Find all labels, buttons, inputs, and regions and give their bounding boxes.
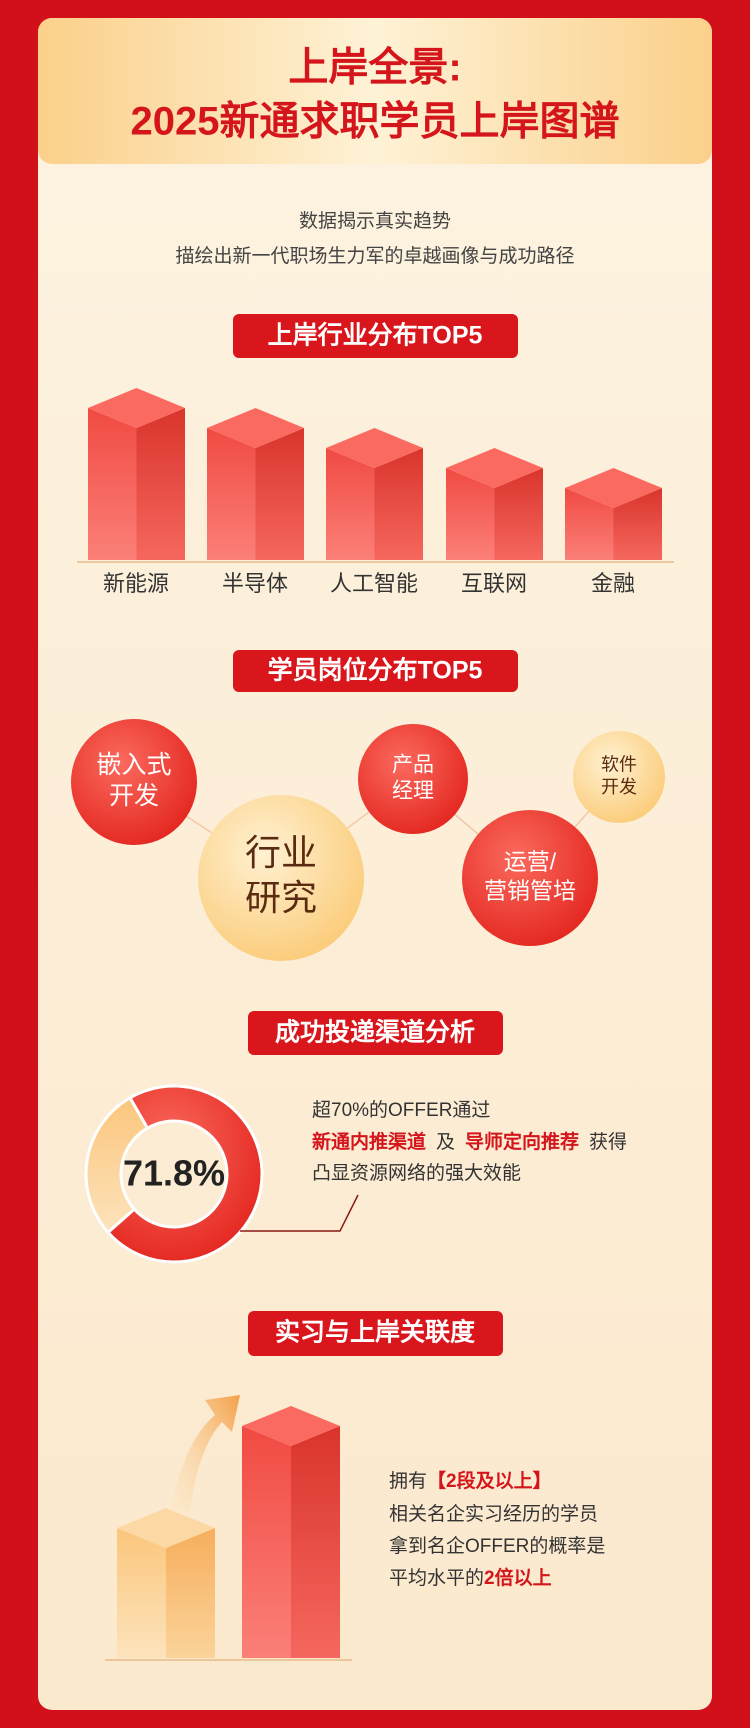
section-pill <box>233 650 518 692</box>
highlight: 新通内推渠道 <box>312 1130 426 1153</box>
section-title: 上岸行业分布TOP5 <box>268 321 483 350</box>
bar-side <box>166 1528 215 1658</box>
bar-face <box>326 448 375 560</box>
position-label: 软件 <box>601 755 637 775</box>
highlight: 【2段及以上】 <box>427 1469 552 1492</box>
bar-side <box>374 448 423 560</box>
position-bubble <box>71 719 197 845</box>
bar-side <box>136 408 185 560</box>
section-title: 实习与上岸关联度 <box>275 1318 475 1347</box>
category-label: 金融 <box>591 571 635 596</box>
category-label: 人工智能 <box>330 571 418 596</box>
intro: 数据揭示真实趋势 <box>299 210 451 232</box>
title: 上岸全景: <box>288 45 461 90</box>
position-bubble <box>358 724 468 834</box>
donut-arc <box>105 1084 264 1264</box>
text: 平均水平的 <box>389 1567 484 1589</box>
bar-top <box>242 1406 340 1446</box>
bar-top <box>446 448 543 488</box>
intern-text: 平均水平的2倍以上 <box>389 1566 552 1589</box>
bar-face <box>207 428 256 560</box>
arrow <box>170 1395 240 1512</box>
text: 拥有 <box>389 1470 427 1492</box>
channel-text: 新通内推渠道及导师定向推荐 获得 <box>312 1130 627 1153</box>
bar-side <box>613 488 662 560</box>
bar-side <box>494 468 543 560</box>
intern-text: 拥有【2段及以上】 <box>389 1469 552 1492</box>
section-title: 成功投递渠道分析 <box>275 1018 475 1047</box>
bar-top <box>565 468 662 508</box>
position-label: 经理 <box>392 780 434 803</box>
category-label: 互联网 <box>461 571 527 596</box>
position-bubble <box>462 810 598 946</box>
section-pill <box>233 314 518 358</box>
bar-top <box>117 1508 215 1548</box>
position-label: 行业 <box>245 832 317 873</box>
bar-side <box>255 428 304 560</box>
intro: 描绘出新一代职场生力军的卓越画像与成功路径 <box>175 245 574 267</box>
section-title: 学员岗位分布TOP5 <box>268 656 483 685</box>
section-pill <box>248 1011 503 1055</box>
position-label: 嵌入式 <box>96 751 171 779</box>
position-label: 运营/ <box>504 849 557 875</box>
text: 获得 <box>589 1131 627 1153</box>
panel <box>38 18 712 1710</box>
bar-face <box>565 488 614 560</box>
bar-face <box>446 468 495 560</box>
position-bubble <box>198 795 364 961</box>
section-pill <box>248 1311 503 1356</box>
highlight: 2倍以上 <box>484 1566 552 1589</box>
channel-text: 超70%的OFFER通过 <box>312 1099 490 1121</box>
bar-top <box>88 388 185 428</box>
position-label: 产品 <box>392 753 434 776</box>
category-label: 半导体 <box>222 571 288 596</box>
intern-text: 相关名企实习经历的学员 <box>389 1503 598 1525</box>
bar-face <box>88 408 137 560</box>
position-label: 开发 <box>601 777 637 797</box>
position-label: 研究 <box>245 877 317 918</box>
header-box <box>38 18 712 164</box>
category-label: 新能源 <box>103 571 169 596</box>
highlight: 导师定向推荐 <box>465 1130 579 1153</box>
bar-face <box>117 1528 166 1658</box>
position-bubble <box>573 731 665 823</box>
intern-text: 拿到名企OFFER的概率是 <box>389 1534 605 1557</box>
text: 及 <box>436 1132 455 1153</box>
title: 2025新通求职学员上岸图谱 <box>131 100 620 144</box>
bar-top <box>207 408 304 448</box>
bar-face <box>242 1426 291 1658</box>
bar-side <box>291 1426 340 1658</box>
bar-top <box>326 428 423 468</box>
percent-label: 71.8% <box>123 1153 225 1194</box>
position-label: 营销管培 <box>484 877 576 903</box>
pointer <box>240 1194 359 1232</box>
channel-text: 凸显资源网络的强大效能 <box>312 1162 521 1184</box>
position-label: 开发 <box>109 782 159 810</box>
